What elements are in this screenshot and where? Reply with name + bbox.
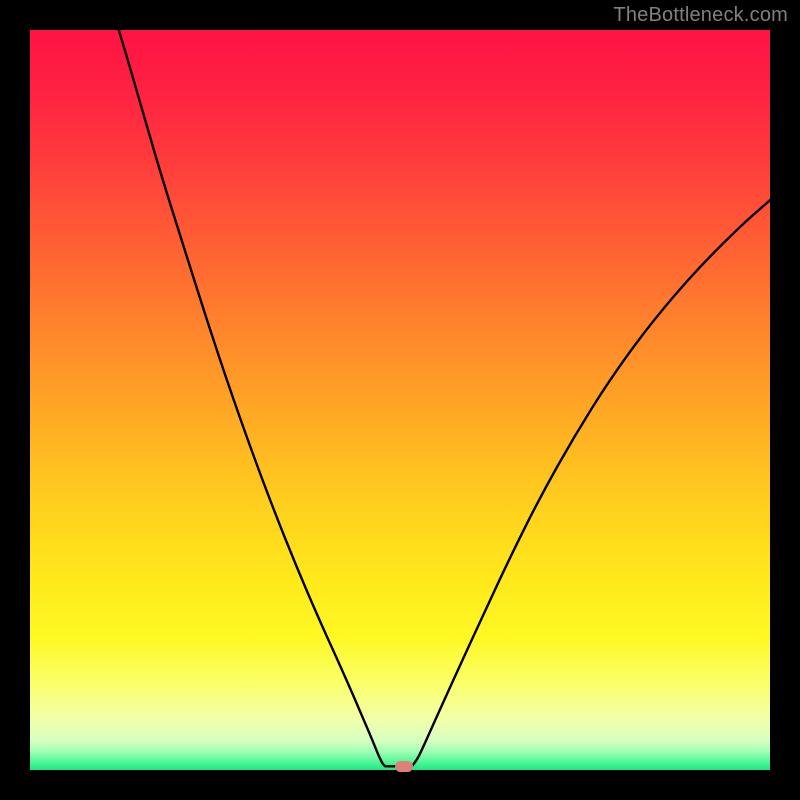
gradient-background (30, 30, 770, 770)
chart-container: TheBottleneck.com (0, 0, 800, 800)
chart-svg (30, 30, 770, 770)
optimal-marker (395, 761, 413, 772)
watermark-text: TheBottleneck.com (613, 4, 788, 27)
plot-area (30, 30, 770, 770)
